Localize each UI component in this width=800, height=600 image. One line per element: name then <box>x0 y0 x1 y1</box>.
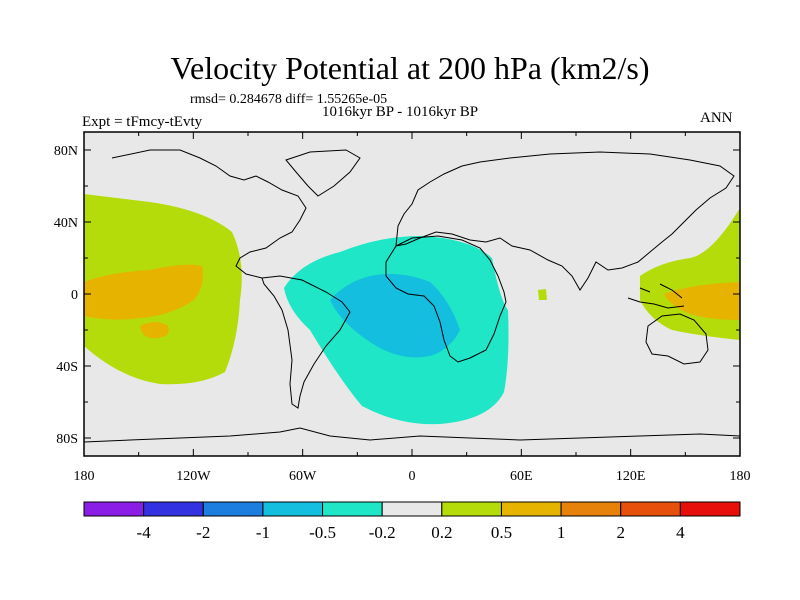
colorbar-swatch <box>441 501 502 517</box>
colorbar-swatch <box>500 501 562 517</box>
atlantic-africa-negative-core <box>330 274 460 358</box>
colorbar-label: -0.2 <box>369 523 396 542</box>
x-tick-label: 120E <box>616 469 646 484</box>
period-subtitle: 1016kyr BP - 1016kyr BP <box>322 104 479 120</box>
colorbar-swatch <box>560 501 622 517</box>
pacific-positive-core <box>84 264 203 320</box>
coast-eurasia <box>395 151 735 291</box>
coast-north-america <box>111 149 307 279</box>
coast-africa <box>385 235 507 363</box>
maritime-continent-positive-core <box>664 282 740 320</box>
coast-south-america <box>261 275 351 409</box>
x-tick-label: 180 <box>74 469 95 484</box>
x-tick-label: 60E <box>510 469 533 484</box>
pacific-positive-core-small <box>140 322 169 339</box>
x-tick-label: 0 <box>409 469 416 484</box>
colorbar-swatch <box>381 501 443 517</box>
colorbar-swatch <box>262 501 324 517</box>
y-tick-label: 80S <box>56 432 78 447</box>
x-tick-label: 120W <box>176 469 211 484</box>
colorbar-swatch <box>679 501 741 517</box>
chart-title: Velocity Potential at 200 hPa (km2/s) <box>170 50 650 86</box>
colorbar-label: 2 <box>616 523 625 542</box>
y-tick-label: 0 <box>71 288 78 303</box>
x-tick-label: 60W <box>289 469 317 484</box>
colorbar-swatch <box>322 501 383 517</box>
x-tick-label: 180 <box>730 469 751 484</box>
colorbar-label: -0.5 <box>309 523 336 542</box>
colorbar-label: 1 <box>557 523 566 542</box>
colorbar-label: 0.5 <box>491 523 512 542</box>
coastlines <box>84 149 740 443</box>
colorbar: -4 -2 -1 -0.5 -0.2 0.2 0.5 1 2 4 <box>83 501 741 542</box>
y-tick-label: 80N <box>54 144 78 159</box>
stats-subtitle: rmsd= 0.284678 diff= 1.55265e-05 <box>190 92 388 107</box>
experiment-label: Expt = tFmcy-tEvty <box>82 114 203 130</box>
colorbar-label: 4 <box>676 523 685 542</box>
colorbar-label: -4 <box>137 523 152 542</box>
x-axis: 180 120W 60W 0 60E 120E 180 <box>74 132 751 484</box>
coast-australia <box>645 313 709 365</box>
colorbar-swatch <box>202 501 264 517</box>
colorbar-label: 0.2 <box>431 523 452 542</box>
coast-indonesia <box>627 283 685 309</box>
colorbar-label: -2 <box>196 523 210 542</box>
colorbar-label: -1 <box>256 523 270 542</box>
y-tick-label: 40N <box>54 216 78 231</box>
season-label: ANN <box>700 110 733 126</box>
y-axis: 80N 40N 0 40S 80S <box>54 144 740 447</box>
colorbar-swatch <box>620 501 681 517</box>
coast-greenland <box>285 149 361 197</box>
colorbar-swatch <box>143 501 204 517</box>
indian-ocean-positive-spot <box>538 289 547 300</box>
coast-antarctica <box>84 427 740 443</box>
y-tick-label: 40S <box>56 360 78 375</box>
colorbar-swatch <box>83 501 145 517</box>
